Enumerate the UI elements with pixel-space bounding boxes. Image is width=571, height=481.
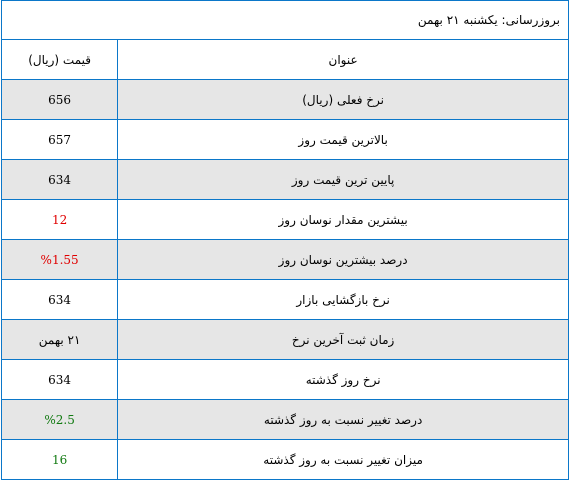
row-label: پایین ترین قیمت روز xyxy=(117,159,569,200)
table-caption-row: بروزرسانی: یکشنبه ۲۱ بهمن xyxy=(1,0,569,40)
table-row: زمان ثبت آخرین نرخ ۲۱ بهمن xyxy=(0,319,569,360)
table-row: بیشترین مقدار نوسان روز 12 xyxy=(0,199,569,240)
header-price: قیمت (ریال) xyxy=(0,39,119,80)
table-row: درصد تغییر نسبت به روز گذشته %2.5 xyxy=(0,399,569,440)
row-value: ۲۱ بهمن xyxy=(0,319,119,360)
table-row: میزان تغییر نسبت به روز گذشته 16 xyxy=(0,439,569,480)
row-value: 16 xyxy=(0,439,119,480)
row-value: 657 xyxy=(0,119,119,160)
table-row: نرخ بازگشایی بازار 634 xyxy=(0,279,569,320)
row-label: بالاترین قیمت روز xyxy=(117,119,569,160)
row-label: میزان تغییر نسبت به روز گذشته xyxy=(117,439,569,480)
row-label: نرخ روز گذشته xyxy=(117,359,569,400)
row-label: نرخ فعلی (ریال) xyxy=(117,79,569,120)
row-value: 634 xyxy=(0,159,119,200)
header-title: عنوان xyxy=(117,39,569,80)
row-value: 634 xyxy=(0,359,119,400)
table-row: پایین ترین قیمت روز 634 xyxy=(0,159,569,200)
table-row: نرخ روز گذشته 634 xyxy=(0,359,569,400)
table-row: بالاترین قیمت روز 657 xyxy=(0,119,569,160)
row-value: %2.5 xyxy=(0,399,119,440)
row-value: 634 xyxy=(0,279,119,320)
table-header-row: عنوان قیمت (ریال) xyxy=(0,39,569,80)
row-label: زمان ثبت آخرین نرخ xyxy=(117,319,569,360)
table-row: درصد بیشترین نوسان روز %1.55 xyxy=(0,239,569,280)
update-caption: بروزرسانی: یکشنبه ۲۱ بهمن xyxy=(1,0,569,40)
row-label: درصد بیشترین نوسان روز xyxy=(117,239,569,280)
row-label: نرخ بازگشایی بازار xyxy=(117,279,569,320)
row-label: بیشترین مقدار نوسان روز xyxy=(117,199,569,240)
row-label: درصد تغییر نسبت به روز گذشته xyxy=(117,399,569,440)
table-row: نرخ فعلی (ریال) 656 xyxy=(0,79,569,120)
row-value: 656 xyxy=(0,79,119,120)
row-value: 12 xyxy=(0,199,119,240)
row-value: %1.55 xyxy=(0,239,119,280)
